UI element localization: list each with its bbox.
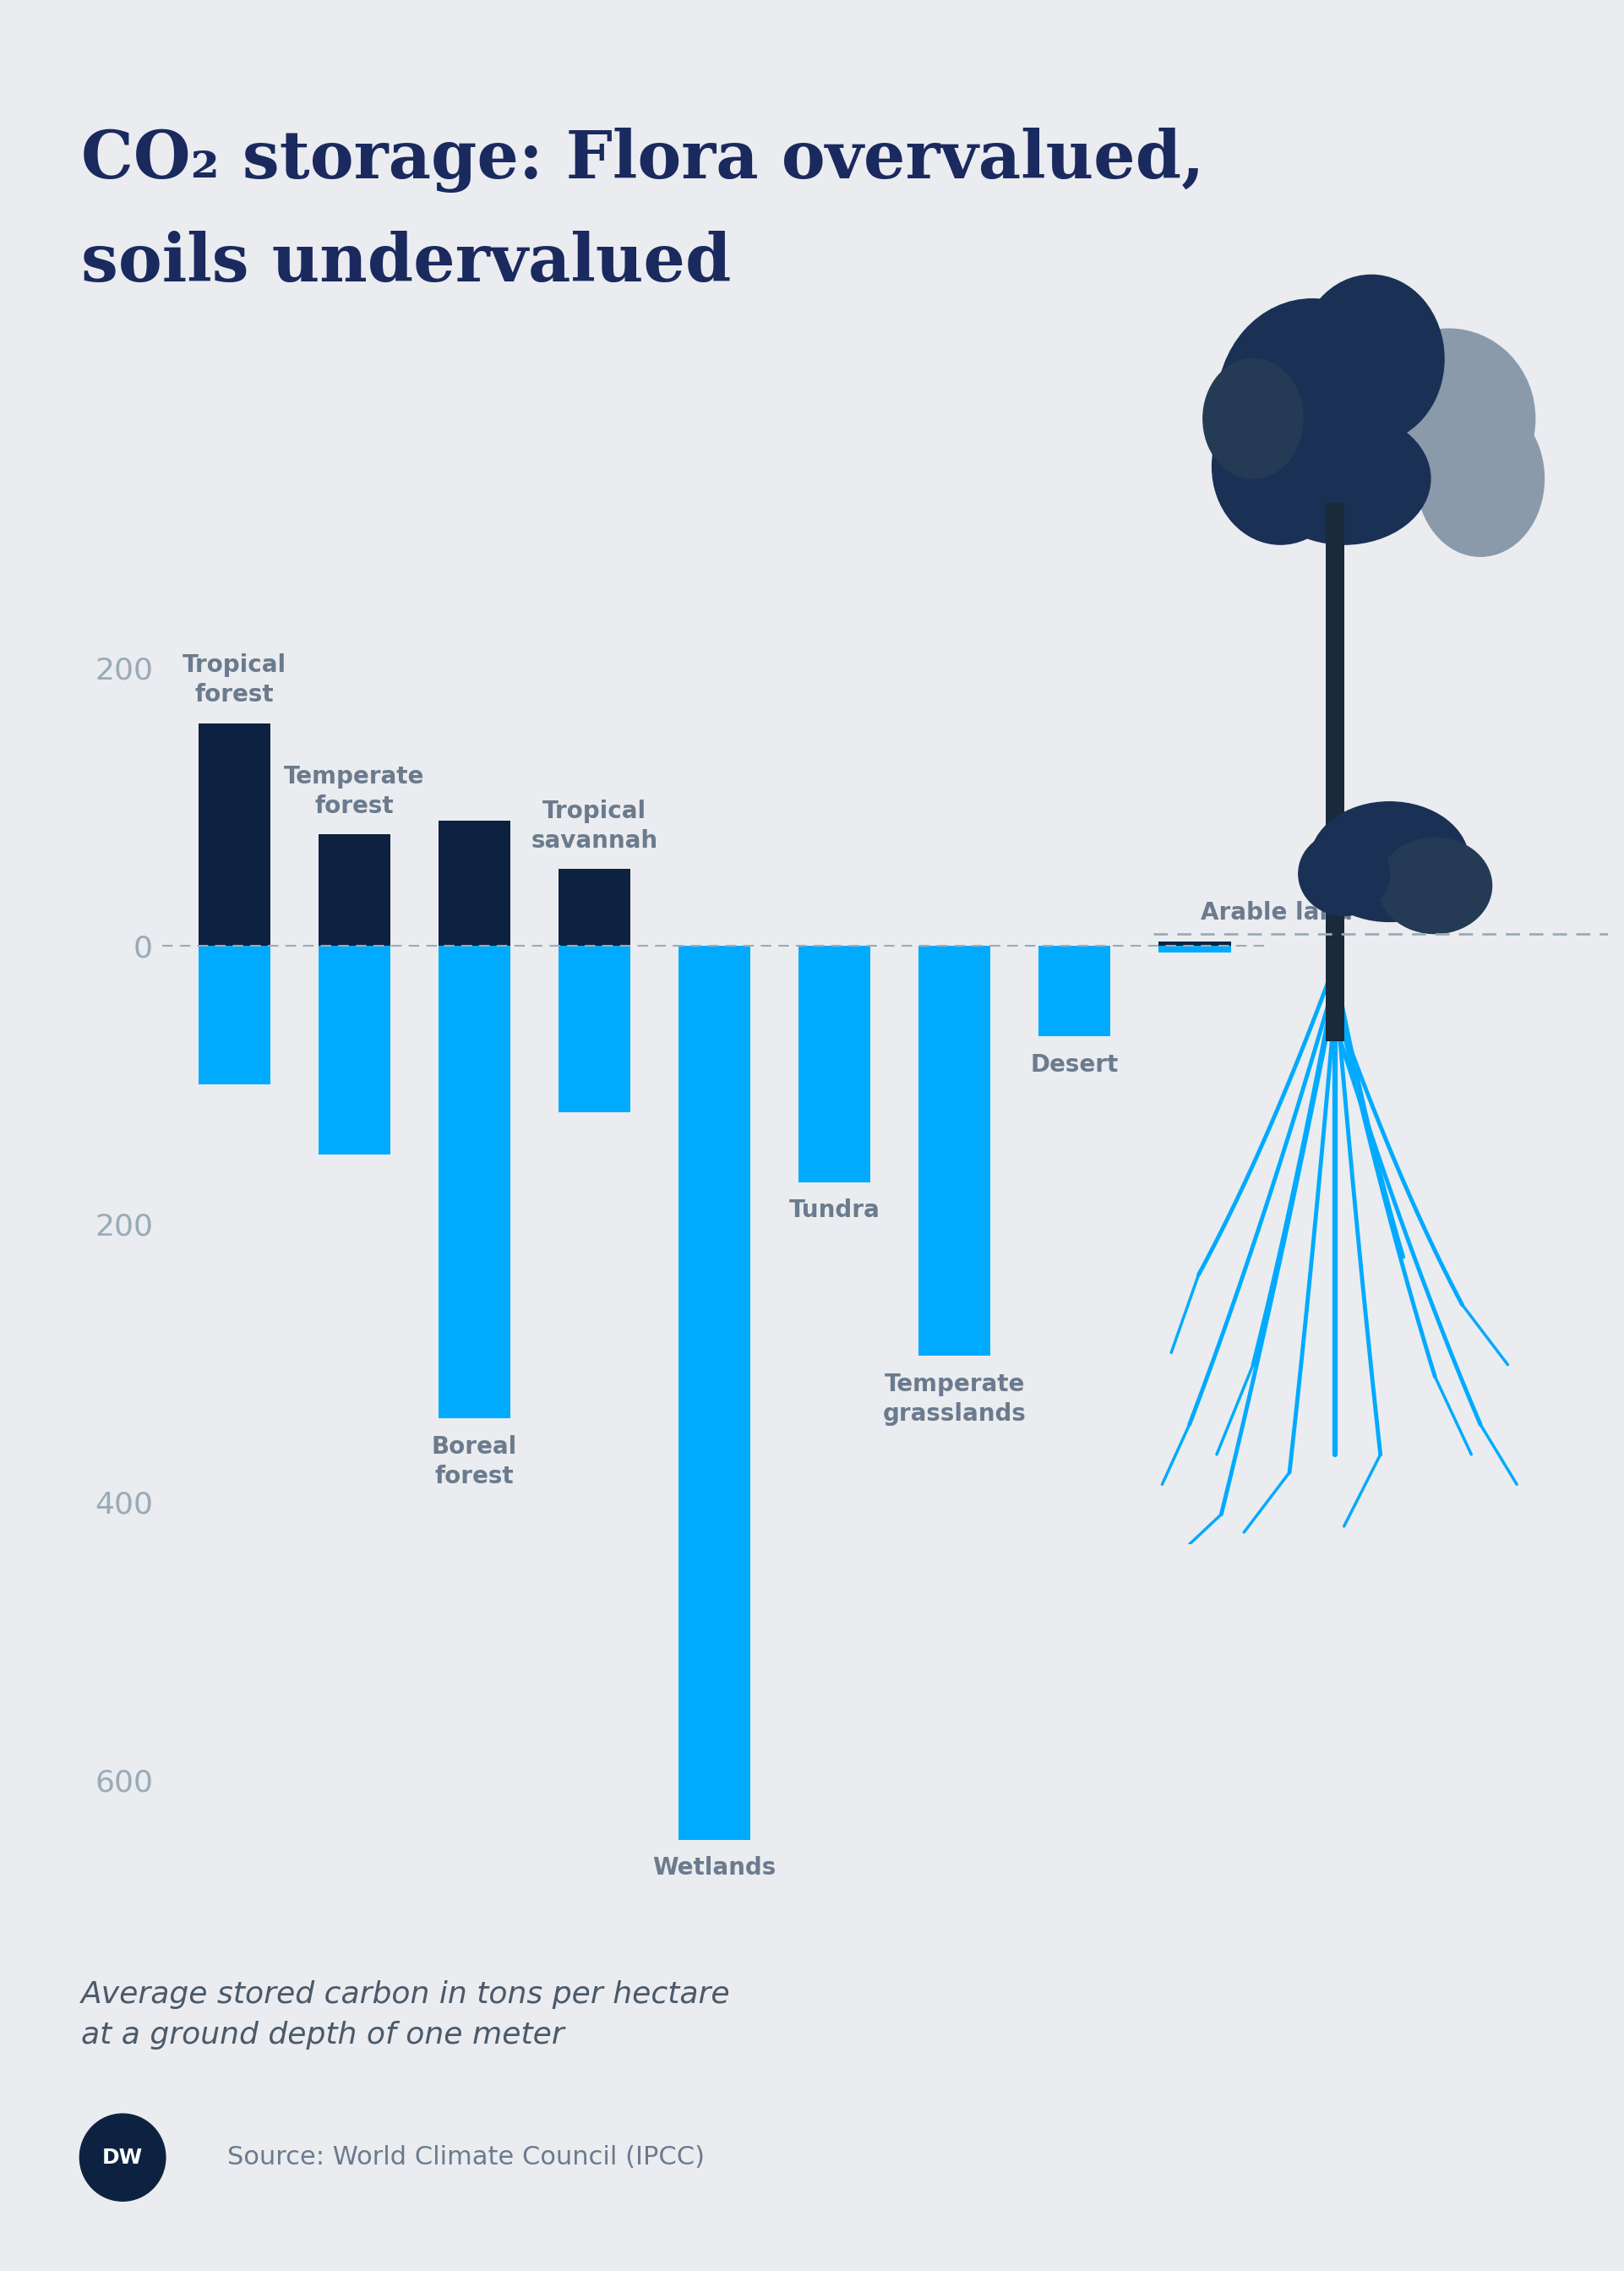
Ellipse shape [1203,359,1302,479]
Text: Desert: Desert [1031,1054,1119,1076]
Text: Tundra: Tundra [789,1199,880,1222]
Text: Arable land: Arable land [1200,902,1353,924]
Bar [799,945,870,1183]
Ellipse shape [1216,300,1408,516]
Bar [438,945,510,1419]
Text: Wetlands: Wetlands [653,1855,776,1880]
Ellipse shape [1212,388,1348,545]
Bar [559,870,630,945]
Bar [438,820,510,945]
Ellipse shape [1416,400,1544,556]
Ellipse shape [1299,831,1390,915]
Text: CO₂ storage: Flora overvalued,: CO₂ storage: Flora overvalued, [81,127,1205,193]
Bar [1039,945,1111,1036]
Bar [198,945,271,1086]
Bar [1158,945,1231,952]
Ellipse shape [1311,802,1470,922]
Bar [1158,942,1231,945]
Text: Average stored carbon in tons per hectare
at a ground depth of one meter: Average stored carbon in tons per hectar… [81,1980,731,2048]
Bar [679,945,750,1840]
Text: Source: World Climate Council (IPCC): Source: World Climate Council (IPCC) [227,2146,705,2169]
Text: Boreal
forest: Boreal forest [432,1435,518,1488]
Text: Temperate
grasslands: Temperate grasslands [883,1372,1026,1426]
Bar [198,722,271,945]
Bar [559,945,630,1113]
Text: Temperate
forest: Temperate forest [284,765,425,818]
Ellipse shape [1257,413,1431,545]
Ellipse shape [1379,838,1492,933]
Text: DW: DW [102,2148,143,2167]
Text: soils undervalued: soils undervalued [81,232,731,295]
Bar [318,945,390,1154]
Text: Tropical
savannah: Tropical savannah [531,799,658,852]
Ellipse shape [1299,275,1444,443]
Text: Tropical
forest: Tropical forest [182,654,286,706]
Circle shape [80,2114,166,2201]
Bar [919,945,991,1356]
Ellipse shape [1363,329,1535,509]
Bar [318,833,390,945]
FancyBboxPatch shape [1325,502,1345,1042]
